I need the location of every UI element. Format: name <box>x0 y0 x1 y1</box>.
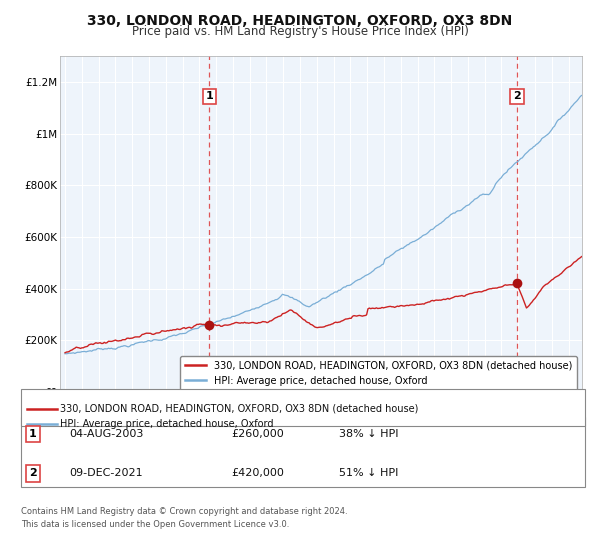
Text: 1: 1 <box>205 91 213 101</box>
Text: 04-AUG-2003: 04-AUG-2003 <box>69 429 143 439</box>
Text: 2: 2 <box>513 91 521 101</box>
Text: Price paid vs. HM Land Registry's House Price Index (HPI): Price paid vs. HM Land Registry's House … <box>131 25 469 38</box>
Text: Contains HM Land Registry data © Crown copyright and database right 2024.: Contains HM Land Registry data © Crown c… <box>21 507 347 516</box>
Text: 330, LONDON ROAD, HEADINGTON, OXFORD, OX3 8DN: 330, LONDON ROAD, HEADINGTON, OXFORD, OX… <box>88 14 512 28</box>
Text: This data is licensed under the Open Government Licence v3.0.: This data is licensed under the Open Gov… <box>21 520 289 529</box>
Text: 1: 1 <box>29 429 37 439</box>
Text: 09-DEC-2021: 09-DEC-2021 <box>69 468 143 478</box>
Legend: 330, LONDON ROAD, HEADINGTON, OXFORD, OX3 8DN (detached house), HPI: Average pri: 330, LONDON ROAD, HEADINGTON, OXFORD, OX… <box>180 356 577 390</box>
Text: 51% ↓ HPI: 51% ↓ HPI <box>339 468 398 478</box>
Text: £260,000: £260,000 <box>231 429 284 439</box>
Text: 2: 2 <box>29 468 37 478</box>
Text: 330, LONDON ROAD, HEADINGTON, OXFORD, OX3 8DN (detached house): 330, LONDON ROAD, HEADINGTON, OXFORD, OX… <box>60 404 418 414</box>
Text: HPI: Average price, detached house, Oxford: HPI: Average price, detached house, Oxfo… <box>60 419 274 430</box>
Text: 38% ↓ HPI: 38% ↓ HPI <box>339 429 398 439</box>
Text: £420,000: £420,000 <box>231 468 284 478</box>
